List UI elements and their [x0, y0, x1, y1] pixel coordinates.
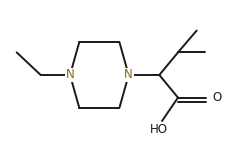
Text: N: N [124, 69, 133, 81]
Text: N: N [66, 69, 74, 81]
Text: O: O [213, 91, 222, 104]
Text: HO: HO [150, 123, 168, 136]
